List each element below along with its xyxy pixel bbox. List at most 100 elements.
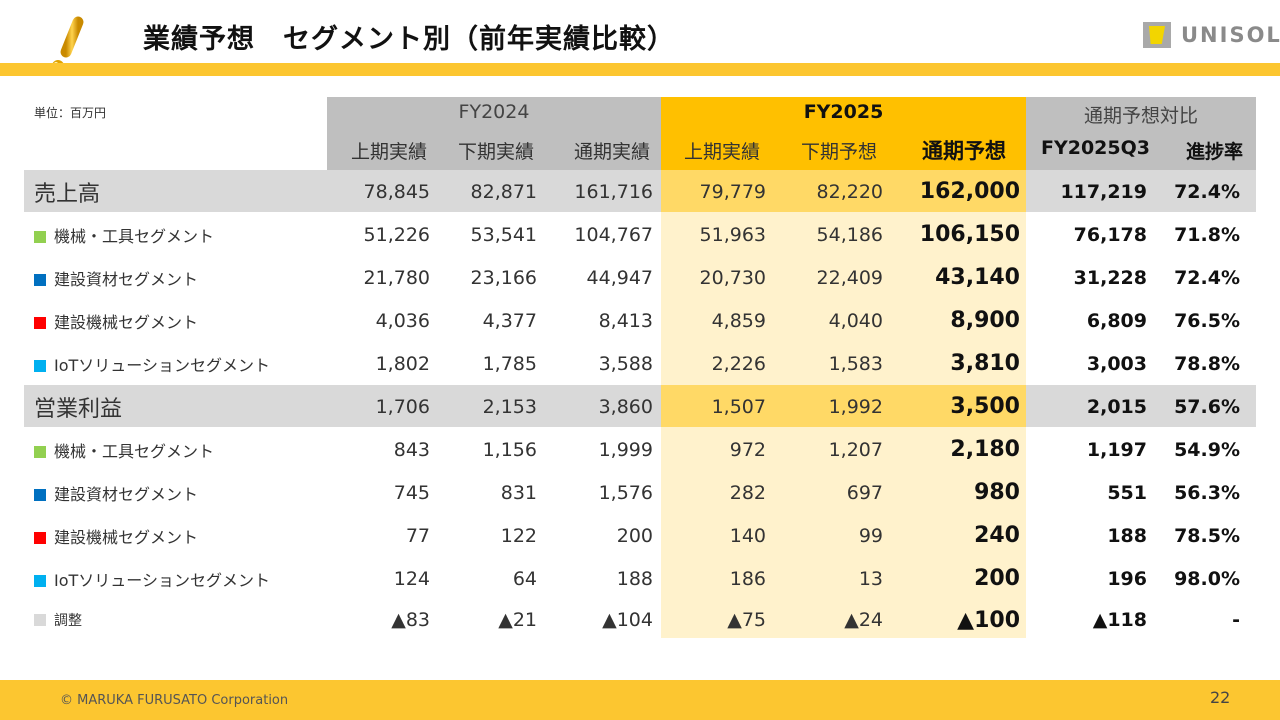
cell-value: 2,226 (711, 352, 766, 375)
cell-value: 4,040 (828, 309, 883, 332)
cell-value: 282 (729, 481, 766, 504)
column-header: 通期予想 (922, 139, 1006, 163)
column-header: FY2025Q3 (1041, 137, 1150, 159)
cell-value: 745 (393, 481, 430, 504)
row-label: 建設機械セグメント (24, 299, 327, 342)
cell-value: 140 (729, 524, 766, 547)
cell-value: 82,220 (816, 180, 883, 203)
row-label: 建設資材セグメント (24, 471, 327, 514)
cell-value: 76,178 (1073, 223, 1147, 246)
row-label-text: IoTソリューションセグメント (54, 355, 270, 375)
cell-value: 3,860 (598, 395, 653, 418)
cell-value: 1,802 (375, 352, 430, 375)
page-number: 22 (1210, 688, 1231, 707)
cell-value: 51,226 (363, 223, 430, 246)
row-label-text: 建設機械セグメント (54, 527, 199, 547)
cell-value: 8,900 (950, 308, 1020, 333)
cell-value: 2,153 (482, 395, 537, 418)
row-label: 営業利益 (24, 385, 327, 428)
cell-value: 1,507 (711, 395, 766, 418)
cell-value: 1,156 (482, 438, 537, 461)
page-title: 業績予想 セグメント別（前年実績比較） (143, 24, 675, 55)
slide-footer: © MARUKA FURUSATO Corporation 22 (0, 680, 1280, 720)
row-label: 調整 (24, 600, 327, 640)
cell-value: 4,859 (711, 309, 766, 332)
cell-value: 54.9% (1174, 438, 1240, 461)
cell-value: 71.8% (1174, 223, 1240, 246)
cell-value: ▲83 (391, 609, 430, 631)
cell-value: ▲75 (727, 609, 766, 631)
cell-value: 697 (846, 481, 883, 504)
header-accent-bar (0, 63, 1280, 76)
cell-value: 51,963 (699, 223, 766, 246)
cell-value: 54,186 (816, 223, 883, 246)
cell-value: 57.6% (1174, 395, 1240, 418)
row-label: 建設資材セグメント (24, 256, 327, 299)
row-label: IoTソリューションセグメント (24, 557, 327, 600)
table-row: 機械・工具セグメント 843 1,156 1,999 972 1,207 2,180 1,19… (24, 428, 1240, 471)
cell-value: 4,377 (482, 309, 537, 332)
cell-value: 64 (512, 567, 537, 590)
table-row: 建設資材セグメント 21,780 23,166 44,947 20,730 22,409 4… (24, 256, 1240, 299)
cell-value: 1,197 (1086, 438, 1147, 461)
cell-value: 1,583 (828, 352, 883, 375)
cell-value: 200 (974, 566, 1020, 591)
cell-value: 843 (393, 438, 430, 461)
column-header: 進捗率 (1185, 141, 1243, 163)
cell-value: 1,785 (482, 352, 537, 375)
unisol-logo-icon (1143, 22, 1171, 48)
cell-value: 76.5% (1174, 309, 1240, 332)
row-label-text: 機械・工具セグメント (54, 441, 215, 461)
legend-square-icon (34, 273, 46, 286)
cell-value: 22,409 (816, 266, 883, 289)
group-header-fy2025: FY2025 (803, 101, 884, 123)
cell-value: 831 (500, 481, 537, 504)
cell-value: 3,588 (598, 352, 653, 375)
cell-value: 56.3% (1174, 481, 1240, 504)
copyright-text: © MARUKA FURUSATO Corporation (60, 693, 289, 708)
column-header: 通期実績 (573, 141, 650, 163)
cell-value: 162,000 (919, 179, 1020, 204)
row-label: IoTソリューションセグメント (24, 342, 327, 385)
table-row-total: 売上高 78,845 82,871 161,716 79,779 82,220 162,00… (24, 170, 1240, 213)
legend-square-icon (34, 316, 46, 329)
table-row-total: 営業利益 1,706 2,153 3,860 1,507 1,992 3,500 2,015 5… (24, 385, 1240, 428)
operating-profit-row-band (24, 385, 1256, 427)
table-row: 機械・工具セグメント 51,226 53,541 104,767 51,963 54,18… (24, 213, 1240, 256)
cell-value: 78.5% (1174, 524, 1240, 547)
cell-value: 43,140 (935, 265, 1020, 290)
cell-value: 4,036 (375, 309, 430, 332)
cell-value: 122 (500, 524, 537, 547)
cell-value: 1,706 (375, 395, 430, 418)
company-logo: UNISOL (1143, 22, 1280, 48)
cell-value: 1,999 (598, 438, 653, 461)
cell-value: 1,207 (828, 438, 883, 461)
cell-value: 186 (729, 567, 766, 590)
cell-value: 21,780 (363, 266, 430, 289)
row-label-text: 建設資材セグメント (54, 269, 199, 289)
cell-value: 3,810 (950, 351, 1020, 376)
cell-value: 188 (616, 567, 653, 590)
cell-value: 44,947 (586, 266, 653, 289)
cell-value: 2,180 (950, 437, 1020, 462)
cell-value: 79,779 (699, 180, 766, 203)
cell-value: 3,003 (1086, 352, 1147, 375)
row-label: 機械・工具セグメント (24, 428, 327, 471)
row-label-text: 建設機械セグメント (54, 312, 199, 332)
cell-value: 98.0% (1174, 567, 1240, 590)
legend-square-icon (34, 230, 46, 243)
logo-text: UNISOL (1181, 23, 1280, 47)
cell-value: 99 (858, 524, 883, 547)
column-header: 下期予想 (800, 141, 877, 163)
row-label-text: 機械・工具セグメント (54, 226, 215, 246)
row-label-text: IoTソリューションセグメント (54, 570, 270, 590)
row-label-text: 売上高 (34, 181, 101, 207)
cell-value: 1,576 (598, 481, 653, 504)
cell-value: 78.8% (1174, 352, 1240, 375)
cell-value: 240 (974, 523, 1020, 548)
table-row: 調整 ▲83 ▲21 ▲104 ▲75 ▲24 ▲100 ▲118 - (24, 600, 1240, 640)
sales-row-band (24, 170, 1256, 212)
legend-square-icon (34, 359, 46, 372)
row-label: 機械・工具セグメント (24, 213, 327, 256)
comparison-header-band (1026, 97, 1256, 170)
